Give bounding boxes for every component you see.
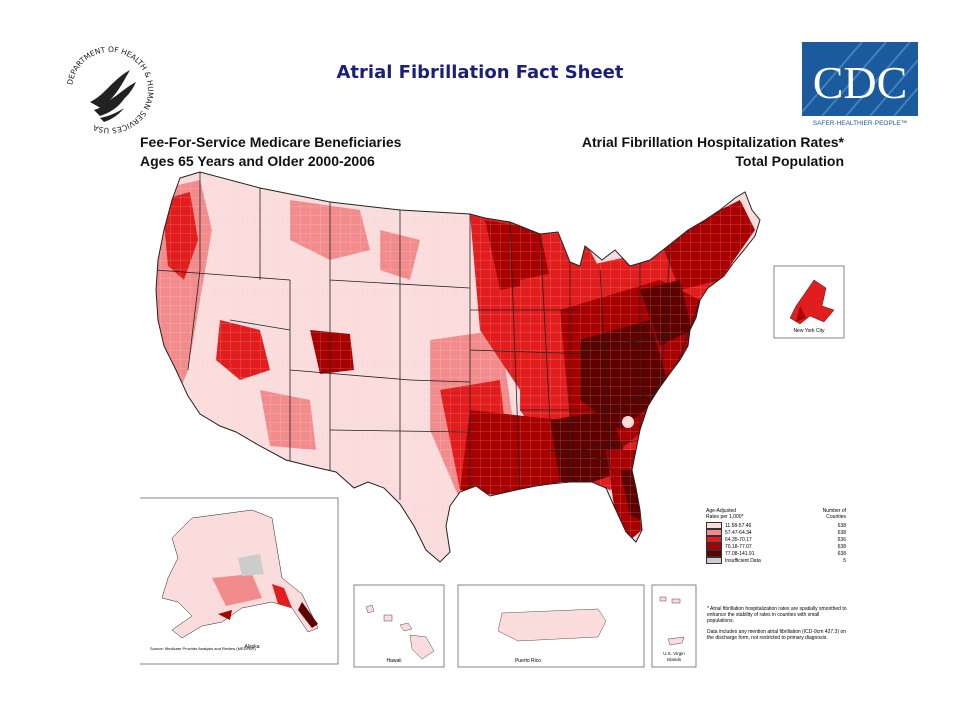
inset-nyc: New York City (773, 265, 845, 339)
legend-label: 77.08-141.91 (725, 550, 755, 557)
legend-label: 11.58-57.46 (725, 522, 752, 529)
subtitle-left-line1: Fee-For-Service Medicare Beneficiaries (140, 134, 402, 150)
legend-swatch (706, 550, 722, 557)
legend-header-left-1: Age-Adjusted (706, 508, 737, 514)
footnotes: * Atrial fibrillation hospitalization ra… (707, 606, 847, 646)
legend-count: 638 (837, 522, 846, 529)
svg-text:CDC: CDC (813, 57, 908, 108)
us-choropleth-map: New York City Alaska Hawaii Puerto Rico … (140, 171, 845, 668)
legend-row: 57.47-64.34 638 (706, 529, 846, 536)
map-subtitle-left: Fee-For-Service Medicare Beneficiaries A… (140, 133, 401, 171)
map-legend: Age-Adjusted Rates per 1,000* Number of … (706, 508, 846, 564)
subtitle-right-line2: Total Population (735, 153, 844, 169)
legend-header-right-2: Counties (826, 514, 846, 520)
legend-swatch (706, 543, 722, 550)
subtitle-right-line1: Atrial Fibrillation Hospitalization Rate… (581, 134, 844, 150)
footnote-icd: Data includes any mention atrial fibrill… (707, 629, 846, 641)
svg-text:New York City: New York City (793, 328, 825, 334)
svg-text:SAFER·HEALTHIER·PEOPLE™: SAFER·HEALTHIER·PEOPLE™ (813, 120, 908, 127)
legend-row: Insufficient Data 5 (706, 557, 846, 564)
inset-alaska: Alaska (140, 497, 339, 665)
legend-count: 636 (837, 536, 846, 543)
cdc-logo: CDC SAFER·HEALTHIER·PEOPLE™ (802, 42, 918, 127)
legend-count: 638 (837, 543, 846, 550)
legend-count: 5 (843, 557, 846, 564)
svg-text:Alaska: Alaska (244, 644, 259, 650)
legend-count: 638 (837, 550, 846, 557)
legend-label: 64.35-70.17 (725, 536, 752, 543)
state-boundaries (156, 172, 701, 500)
legend-header-left-2: Rates per 1,000* (706, 514, 744, 520)
legend-label: 57.47-64.34 (725, 529, 752, 536)
map-subtitle-right: Atrial Fibrillation Hospitalization Rate… (582, 133, 844, 171)
legend-header-right-1: Number of (822, 508, 846, 514)
legend-row: 64.35-70.17 636 (706, 536, 846, 543)
legend-swatch (706, 557, 722, 564)
svg-text:Islands: Islands (667, 657, 682, 662)
eagle-icon (90, 70, 136, 122)
legend-row: 11.58-57.46 638 (706, 522, 846, 529)
legend-label: Insufficient Data (725, 557, 761, 564)
svg-text:U.S. Virgin: U.S. Virgin (663, 651, 685, 656)
legend-row: 77.08-141.91 638 (706, 550, 846, 557)
svg-text:Hawaii: Hawaii (386, 658, 401, 664)
subtitle-left-line2: Ages 65 Years and Older 2000-2006 (140, 153, 375, 169)
legend-swatch (706, 529, 722, 536)
inset-puerto-rico: Puerto Rico (457, 584, 645, 668)
legend-swatch (706, 536, 722, 543)
page-title: Atrial Fibrillation Fact Sheet (336, 62, 624, 83)
legend-header: Age-Adjusted Rates per 1,000* Number of … (706, 508, 846, 520)
legend-count: 638 (837, 529, 846, 536)
legend-swatch (706, 522, 722, 529)
legend-label: 70.18-77.07 (725, 543, 752, 550)
hhs-logo: DEPARTMENT OF HEALTH & HUMAN SERVICES US… (65, 45, 155, 135)
source-note: Source: Medicare Provider Analysis and R… (150, 646, 256, 651)
svg-text:Puerto Rico: Puerto Rico (515, 658, 541, 664)
inset-hawaii: Hawaii (353, 584, 445, 668)
footnote-smoothing: * Atrial fibrillation hospitalization ra… (707, 606, 847, 624)
inset-usvi: U.S. Virgin Islands (651, 584, 697, 668)
legend-row: 70.18-77.07 638 (706, 543, 846, 550)
